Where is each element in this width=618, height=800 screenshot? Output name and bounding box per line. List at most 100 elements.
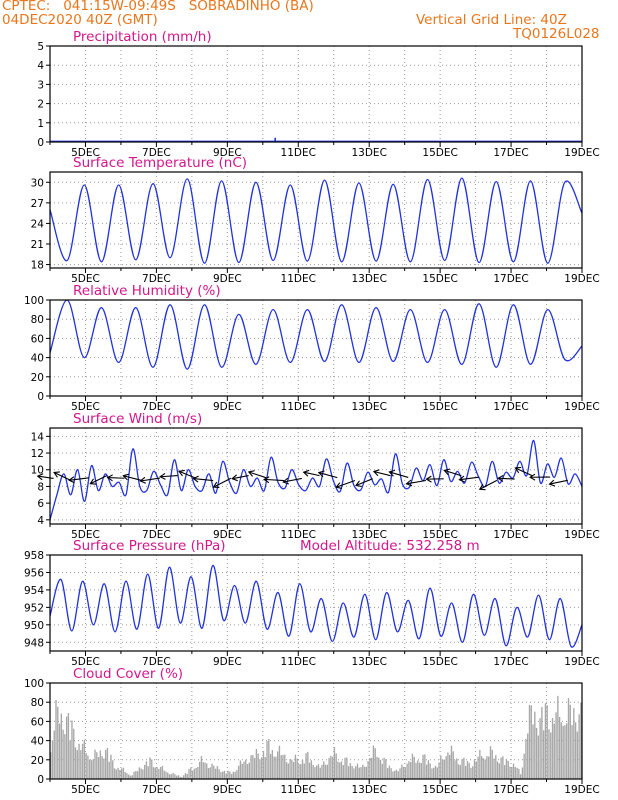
wind-arrow-head — [529, 473, 536, 481]
temp-series-line — [49, 177, 583, 264]
x-tick-label: 13DEC — [351, 273, 386, 285]
cloud-bar — [60, 713, 63, 779]
model-altitude-label: Model Altitude: 532.258 m — [300, 538, 480, 554]
cloud-bar — [317, 764, 320, 779]
cloud-bar — [248, 762, 250, 779]
cloud-bar — [539, 718, 541, 779]
cloud-bar — [195, 767, 197, 779]
y-tick-label: 10 — [31, 465, 44, 477]
cloud-bar — [73, 728, 75, 779]
wind-arrow — [515, 467, 533, 477]
cloud-bar — [94, 749, 96, 779]
cloud-bar — [167, 772, 169, 779]
cloud-bar — [58, 723, 61, 779]
y-tick-label: 3 — [37, 79, 44, 91]
cloud-bar — [285, 762, 288, 779]
cloud-bar — [269, 753, 272, 779]
cloud-bar — [370, 757, 373, 779]
cloud-bar — [392, 771, 394, 779]
pres-series-line — [49, 564, 583, 648]
cloud-bar — [326, 764, 329, 779]
cloud-bar — [558, 716, 561, 779]
cloud-bar — [472, 766, 474, 779]
cloud-bar — [200, 756, 203, 779]
y-tick-label: 20 — [31, 372, 44, 384]
y-tick-label: 100 — [24, 678, 44, 690]
cloud-bar — [429, 763, 431, 779]
cloud-bar — [367, 761, 369, 779]
cloud-bar — [473, 760, 476, 779]
cloud-bar — [449, 754, 451, 779]
cloud-bar — [214, 768, 217, 779]
cloud-bar — [417, 760, 419, 779]
cloud-bar — [301, 759, 304, 779]
cloud-bar — [413, 756, 415, 779]
x-tick-label: 13DEC — [351, 656, 386, 668]
cloud-bar — [408, 761, 410, 779]
x-tick-label: 7DEC — [142, 529, 171, 541]
cloud-bar — [128, 774, 130, 779]
cloud-bar — [409, 762, 412, 779]
cloud-bar — [280, 755, 282, 779]
y-tick-label: 2 — [37, 99, 44, 111]
cloud-bar — [319, 767, 321, 779]
wind-series-line — [49, 439, 583, 520]
x-tick-label: 11DEC — [281, 656, 316, 668]
wind-arrow-head — [212, 481, 220, 489]
cloud-bar — [450, 745, 453, 779]
cloud-bar — [197, 766, 199, 779]
cloud-bar — [566, 723, 568, 779]
cloud-bar — [303, 763, 305, 779]
cloud-bar — [71, 720, 73, 779]
x-tick-label: 19DEC — [564, 784, 599, 796]
cloud-bar — [177, 775, 180, 779]
wind-arrow — [107, 477, 125, 479]
cloud-bar — [225, 773, 227, 779]
header-line3-right: TQ0126L028 — [513, 26, 600, 42]
cloud-bar — [358, 767, 360, 779]
cloud-bar — [488, 756, 490, 779]
cloud-bar — [385, 759, 387, 779]
cloud-bar — [443, 759, 446, 779]
cloud-bar — [253, 757, 256, 779]
cloud-bar — [216, 766, 219, 779]
cloud-bar — [328, 757, 330, 779]
cloud-bar — [395, 769, 398, 779]
wind-arrow-head — [159, 472, 166, 480]
x-tick-label: 11DEC — [281, 401, 316, 413]
cloud-bar — [573, 708, 575, 779]
panel-title: Surface Wind (m/s) — [73, 411, 202, 427]
x-tick-label: 11DEC — [281, 529, 316, 541]
cloud-bar — [183, 775, 185, 779]
cloud-bar — [402, 766, 405, 779]
cloud-bar — [514, 767, 516, 779]
panel-title: Precipitation (mm/h) — [73, 29, 212, 45]
cloud-bar — [170, 774, 172, 779]
cloud-bar — [108, 761, 110, 779]
cloud-bar — [291, 759, 293, 779]
wind-arrow — [140, 477, 161, 482]
y-tick-label: 0 — [37, 137, 44, 149]
x-tick-label: 9DEC — [213, 784, 242, 796]
cloud-bar — [482, 758, 485, 779]
wind-arrow-head — [282, 477, 289, 485]
cloud-bar — [124, 772, 126, 779]
wind-arrow — [373, 470, 391, 477]
cloud-bar — [523, 753, 525, 779]
cloud-bar — [431, 768, 433, 779]
cloud-bar — [342, 765, 344, 779]
cloud-bar — [223, 770, 226, 779]
wind-arrow — [336, 480, 356, 488]
cloud-bar — [525, 738, 527, 779]
cloud-bar — [278, 745, 281, 779]
cloud-bar — [211, 763, 213, 779]
x-tick-label: 5DEC — [71, 529, 100, 541]
cloud-bar — [445, 756, 447, 779]
cloud-bar — [262, 751, 265, 779]
cloud-bar — [126, 773, 128, 779]
x-tick-label: 9DEC — [213, 147, 242, 159]
x-tick-label: 7DEC — [142, 273, 171, 285]
cloud-bar — [83, 739, 86, 779]
y-tick-label: 958 — [24, 550, 44, 562]
cloud-bar — [360, 767, 362, 779]
